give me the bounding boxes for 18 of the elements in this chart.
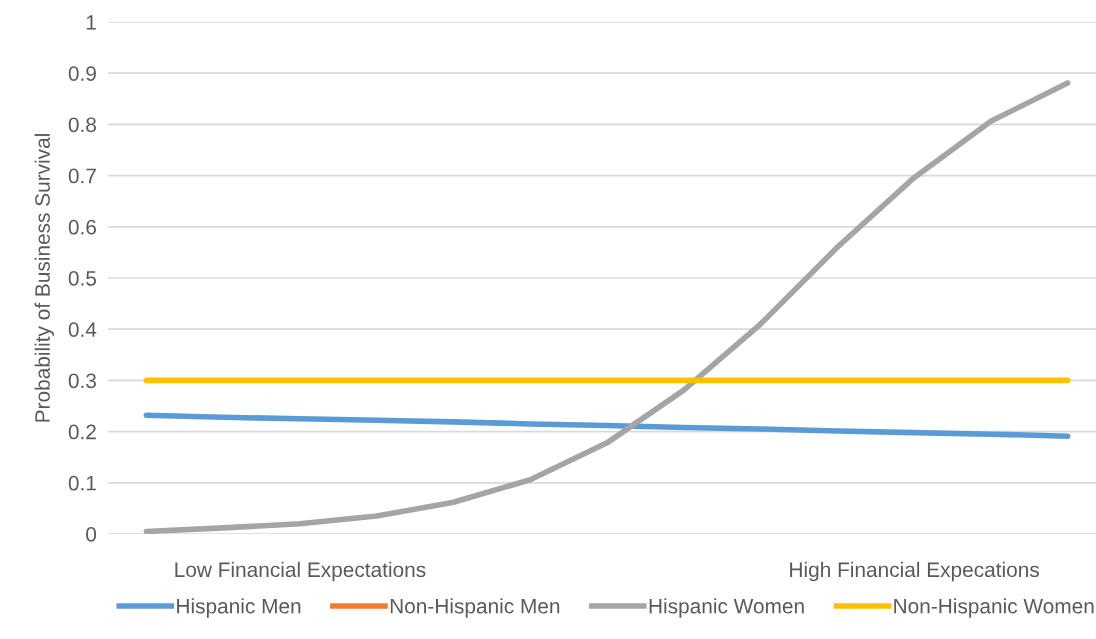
y-tick-label: 0.9 xyxy=(68,66,96,81)
x-tick-label: Low Financial Expectations xyxy=(175,561,426,582)
x-tick-label: High Financial Expecations xyxy=(790,561,1039,582)
y-tick-label: 0 xyxy=(86,527,97,542)
y-tick-label: 0.7 xyxy=(68,168,96,184)
legend-label: Non-Hispanic Women xyxy=(894,598,1094,618)
y-tick-label: 0.6 xyxy=(68,219,96,235)
y-tick-label: 1 xyxy=(86,15,96,30)
y-tick-label: 0.8 xyxy=(68,117,96,133)
y-axis-title: Probability of Business Survival xyxy=(34,134,55,422)
y-tick-label: 0.2 xyxy=(68,424,96,440)
y-tick-label: 0.1 xyxy=(68,475,96,491)
y-tick-label: 0.3 xyxy=(68,373,96,389)
y-tick-label: 0.4 xyxy=(68,322,97,337)
legend-label: Hispanic Women xyxy=(649,598,804,618)
legend-label: Hispanic Men xyxy=(177,598,301,618)
y-tick-label: 0.5 xyxy=(68,271,97,286)
legend-label: Non-Hispanic Men xyxy=(390,598,560,618)
